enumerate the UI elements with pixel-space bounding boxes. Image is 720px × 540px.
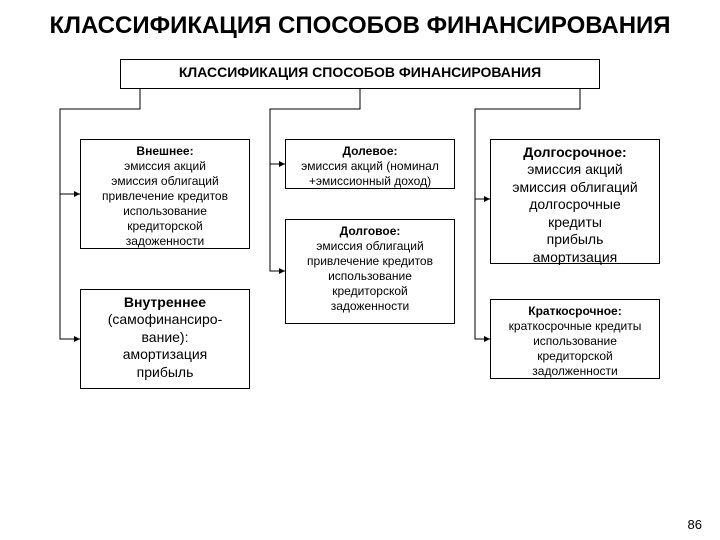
node-internal: Внутреннее(самофинансиро-вание):амортиза… <box>80 289 250 389</box>
edge-header-shortterm <box>475 199 490 339</box>
node-debt: Долговое:эмиссия облигацийпривлечение кр… <box>285 219 455 324</box>
node-longterm: Долгосрочное:эмиссия акцийэмиссия облига… <box>490 139 660 264</box>
page-number: 86 <box>688 517 702 532</box>
node-shortterm: Краткосрочное:краткосрочные кредитыиспол… <box>490 299 660 379</box>
node-header: КЛАССИФИКАЦИЯ СПОСОБОВ ФИНАНСИРОВАНИЯ <box>120 59 600 89</box>
diagram-canvas: КЛАССИФИКАЦИЯ СПОСОБОВ ФИНАНСИРОВАНИЯ Вне… <box>0 49 720 479</box>
edge-header-internal <box>60 194 80 339</box>
node-external: Внешнее:эмиссия акцийэмиссия облигацийпр… <box>80 139 250 249</box>
node-equity: Долевое:эмиссия акций (номинал+эмиссионн… <box>285 139 455 189</box>
edge-header-debt <box>270 164 285 271</box>
slide-title: КЛАССИФИКАЦИЯ СПОСОБОВ ФИНАНСИРОВАНИЯ <box>0 0 720 49</box>
